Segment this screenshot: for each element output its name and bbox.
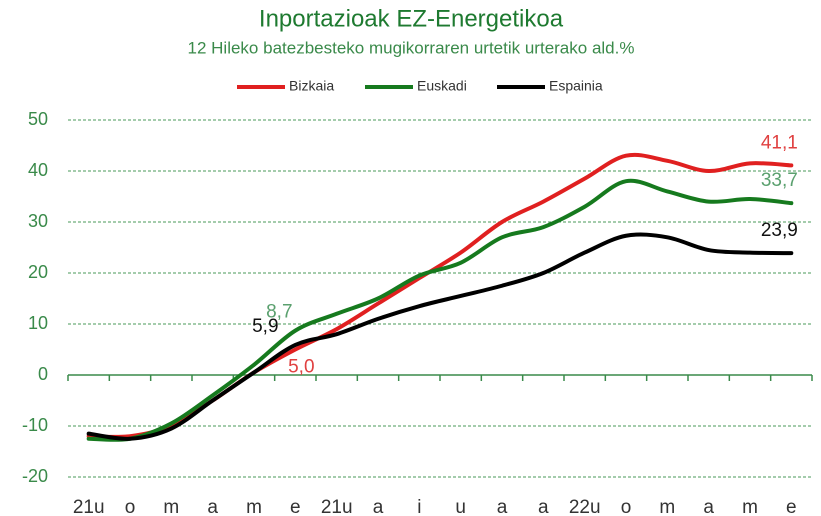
data-label: 33,7 — [761, 170, 798, 191]
x-tick-label: m — [659, 497, 675, 516]
x-tick-label: 22u — [569, 497, 601, 516]
legend-label: Bizkaia — [289, 78, 334, 94]
y-tick-label: 30 — [28, 211, 48, 231]
x-tick-label: 21u — [321, 497, 353, 516]
chart-subtitle: 12 Hileko batezbesteko mugikorraren urte… — [188, 38, 635, 57]
x-tick-label: a — [207, 497, 218, 516]
data-label: 8,7 — [266, 302, 292, 323]
x-tick-label: i — [417, 497, 421, 516]
x-tick-label: a — [497, 497, 508, 516]
x-tick-label: m — [742, 497, 758, 516]
x-tick-label: m — [246, 497, 262, 516]
x-tick-label: a — [538, 497, 549, 516]
y-tick-label: 40 — [28, 160, 48, 180]
y-tick-label: 10 — [28, 313, 48, 333]
x-tick-label: a — [703, 497, 714, 516]
y-tick-label: -20 — [22, 466, 48, 486]
data-label: 23,9 — [761, 220, 798, 241]
legend-label: Euskadi — [417, 78, 467, 94]
x-tick-label: e — [786, 497, 797, 516]
x-tick-label: o — [621, 497, 632, 516]
x-tick-label: a — [373, 497, 384, 516]
x-tick-label: e — [290, 497, 301, 516]
y-tick-label: 20 — [28, 262, 48, 282]
x-tick-label: o — [125, 497, 136, 516]
x-tick-label: 21u — [73, 497, 105, 516]
series-line — [86, 232, 794, 441]
data-label: 5,0 — [288, 357, 314, 378]
data-label: 5,9 — [252, 316, 278, 337]
chart-title: Inportazioak EZ-Energetikoa — [259, 5, 564, 32]
y-tick-label: 0 — [38, 364, 48, 384]
x-tick-label: u — [455, 497, 466, 516]
y-tick-label: -10 — [22, 415, 48, 435]
series-line — [86, 178, 794, 442]
legend-label: Espainia — [549, 78, 603, 94]
data-label: 41,1 — [761, 132, 798, 153]
y-tick-label: 50 — [28, 109, 48, 129]
x-tick-label: m — [163, 497, 179, 516]
